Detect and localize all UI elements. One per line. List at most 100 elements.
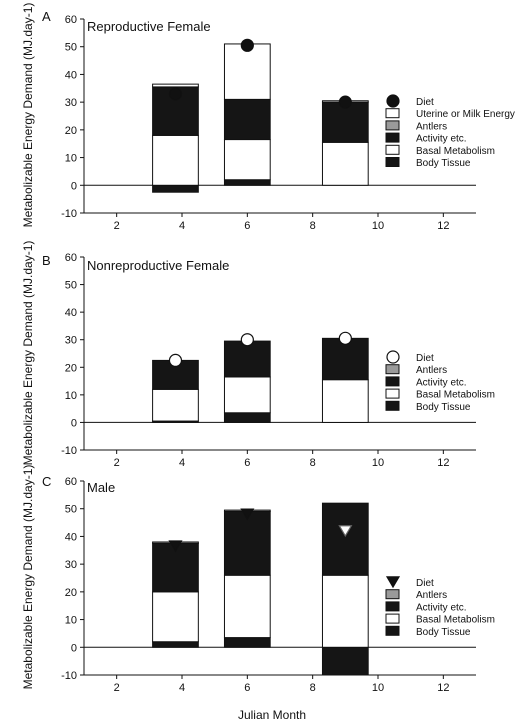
y-tick-label: 40 (65, 69, 77, 81)
legend-swatch (385, 601, 400, 612)
legend-swatch (385, 625, 400, 636)
y-tick-label: 40 (65, 307, 77, 319)
x-tick-label: 12 (437, 220, 449, 232)
legend-label: Body Tissue (416, 627, 471, 638)
panel-c-ylabel: Metabolizable Energy Demand (MJ.day-1) (21, 465, 35, 690)
legend-swatch (385, 388, 400, 399)
panel-b-title: Nonreproductive Female (87, 258, 229, 273)
x-tick-label: 8 (310, 457, 316, 469)
bar-segment (152, 591, 199, 643)
legend-swatch (385, 120, 400, 131)
legend-label: Antlers (416, 121, 447, 132)
diet-point (168, 540, 183, 553)
diet-point (240, 508, 255, 521)
x-tick-label: 2 (114, 682, 120, 694)
legend-label: Basal Metabolism (416, 390, 495, 401)
y-tick-label: 20 (65, 125, 77, 137)
y-tick-label: 20 (65, 362, 77, 374)
legend-swatch (385, 376, 400, 387)
diet-point (240, 38, 254, 52)
legend-label: Body Tissue (416, 158, 471, 169)
legend-label: Body Tissue (416, 402, 471, 413)
legend-swatch (385, 144, 400, 155)
legend-label: Diet (416, 97, 434, 108)
bar-segment (152, 134, 199, 186)
diet-point (338, 525, 353, 538)
x-tick-label: 2 (114, 220, 120, 232)
x-tick-label: 2 (114, 457, 120, 469)
x-tick-label: 10 (372, 220, 384, 232)
x-tick-label: 12 (437, 457, 449, 469)
legend-label: Antlers (416, 365, 447, 376)
bar-segment (223, 179, 271, 186)
y-tick-label: -10 (61, 670, 77, 682)
y-tick-label: 0 (71, 180, 77, 192)
legend-label: Uterine or Milk Energy (416, 109, 515, 120)
bar-segment (223, 412, 271, 423)
x-tick-label: 12 (437, 682, 449, 694)
x-tick-label: 4 (179, 220, 185, 232)
bar-segment (223, 340, 271, 378)
bar-segment (321, 141, 369, 186)
bar-segment (152, 641, 199, 648)
bar-segment (152, 388, 199, 422)
x-tick-label: 6 (244, 457, 250, 469)
bar-segment (321, 502, 369, 576)
bar-segment (223, 637, 271, 648)
bar-segment (223, 376, 271, 414)
x-tick-label: 10 (372, 457, 384, 469)
y-tick-label: 50 (65, 280, 77, 292)
bar-segment (321, 101, 369, 143)
bar-segment (321, 574, 369, 648)
legend-label: Antlers (416, 590, 447, 601)
legend-marker (385, 576, 401, 589)
panel-b-ylabel: Metabolizable Energy Demand (MJ.day-1) (21, 241, 35, 466)
bar-segment (223, 43, 271, 100)
legend-swatch (385, 400, 400, 411)
panel-c-title: Male (87, 480, 115, 495)
x-tick-label: 6 (244, 220, 250, 232)
y-tick-label: 10 (65, 390, 77, 402)
diet-point (168, 353, 183, 367)
y-tick-label: 40 (65, 531, 77, 543)
x-tick-label: 10 (372, 682, 384, 694)
y-tick-label: 20 (65, 587, 77, 599)
legend-label: Diet (416, 578, 434, 589)
panel-a-title: Reproductive Female (87, 19, 211, 34)
diet-point (168, 87, 183, 101)
diet-point (240, 333, 254, 347)
y-tick-label: 60 (65, 476, 77, 488)
y-tick-label: 10 (65, 153, 77, 165)
panel-a-ylabel: Metabolizable Energy Demand (MJ.day-1) (21, 3, 35, 228)
panel-b: B Nonreproductive Female Metabolizable E… (21, 241, 495, 469)
legend-label: Activity etc. (416, 134, 467, 145)
panel-b-letter: B (42, 253, 51, 268)
panel-a-letter: A (42, 9, 51, 24)
x-tick-label: 4 (179, 682, 185, 694)
y-tick-label: 30 (65, 335, 77, 347)
bar-segment (321, 337, 369, 381)
legend-marker (386, 94, 400, 108)
legend-swatch (385, 364, 400, 375)
x-tick-label: 8 (310, 220, 316, 232)
legend-swatch (385, 132, 400, 143)
diet-point (338, 95, 352, 109)
legend-marker (386, 350, 400, 364)
legend-swatch (385, 613, 400, 624)
y-tick-label: 0 (71, 417, 77, 429)
y-tick-label: 60 (65, 252, 77, 264)
y-tick-label: -10 (61, 208, 77, 220)
bar-segment (321, 646, 369, 676)
x-tick-label: 8 (310, 682, 316, 694)
y-tick-label: -10 (61, 445, 77, 457)
legend-label: Basal Metabolism (416, 146, 495, 157)
y-tick-label: 10 (65, 615, 77, 627)
legend-swatch (385, 108, 400, 119)
bar-segment (223, 139, 271, 181)
panel-c: C Male Metabolizable Energy Demand (MJ.d… (21, 465, 495, 694)
y-tick-label: 50 (65, 504, 77, 516)
legend-label: Activity etc. (416, 377, 467, 388)
bar-segment (223, 98, 271, 141)
legend-swatch (385, 157, 400, 167)
